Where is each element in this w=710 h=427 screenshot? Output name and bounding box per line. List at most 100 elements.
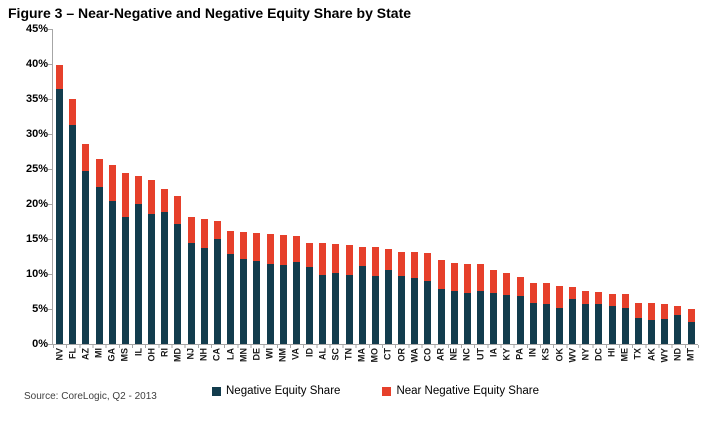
negative-swatch-icon [212, 386, 221, 396]
near-negative-segment [148, 180, 156, 214]
near-negative-segment [516, 276, 524, 296]
negative-segment [648, 320, 656, 344]
negative-segment [490, 292, 498, 344]
bar-column-ca: CA [211, 29, 224, 361]
negative-segment [634, 318, 642, 344]
y-tick-label: 0% [32, 338, 48, 350]
bar-column-mn: MN [237, 29, 250, 362]
bar-column-wa: WA [408, 29, 421, 363]
near-negative-segment [424, 253, 432, 281]
negative-segment [424, 281, 432, 344]
bar-column-ny: NY [579, 29, 592, 361]
source-note: Source: CoreLogic, Q2 - 2013 [24, 391, 157, 402]
near-negative-segment [437, 260, 445, 289]
x-tick-label: AZ [80, 348, 91, 360]
bar-column-ga: GA [106, 29, 119, 362]
near-negative-segment [621, 294, 629, 309]
near-negative-segment [306, 242, 314, 267]
y-tick-label: 5% [32, 303, 48, 315]
near-negative-segment [292, 236, 300, 263]
y-tick-label: 30% [25, 128, 48, 140]
y-axis-ticks [48, 29, 52, 346]
negative-segment [411, 277, 419, 344]
negative-segment [437, 288, 445, 344]
negative-segment [306, 267, 314, 344]
bar-column-tn: TN [342, 29, 355, 360]
bar-column-ct: CT [382, 29, 395, 360]
x-tick-label: NH [198, 348, 209, 361]
bar-column-nd: ND [671, 29, 684, 361]
x-tick-label: NV [54, 348, 65, 361]
bar-column-nh: NH [198, 29, 211, 361]
negative-segment [608, 305, 616, 344]
bar-column-wi: WI [264, 29, 277, 359]
near-negative-segment [569, 286, 577, 300]
legend: Negative Equity Share Near Negative Equi… [53, 385, 698, 397]
x-tick-label: ME [619, 348, 630, 362]
x-tick-label: CO [422, 348, 433, 362]
x-tick-label: TX [632, 348, 643, 360]
near-negative-segment [240, 232, 248, 260]
x-tick-label: WV [567, 348, 578, 363]
x-tick-label: MT [685, 348, 696, 361]
near-negative-segment [319, 243, 327, 275]
x-tick-label: ND [672, 348, 683, 361]
legend-item-negative: Negative Equity Share [212, 385, 340, 397]
bar-column-ne: NE [448, 29, 461, 361]
y-tick-label: 45% [25, 23, 48, 35]
near-negative-segment [687, 309, 695, 322]
near-negative-segment [187, 217, 195, 244]
bar-column-ms: MS [119, 29, 132, 362]
near-negative-segment [582, 290, 590, 305]
x-tick-label: MS [119, 348, 130, 362]
near-negative-segment [503, 272, 511, 295]
negative-segment [174, 224, 182, 344]
x-tick-label: TN [343, 348, 354, 360]
near-negative-segment [371, 247, 379, 277]
negative-segment [213, 239, 221, 344]
negative-segment [569, 299, 577, 344]
bar-column-ok: OK [553, 29, 566, 362]
bar-column-wy: WY [658, 29, 671, 363]
near-negative-segment [253, 232, 261, 262]
bar-column-il: IL [132, 29, 145, 356]
bar-column-az: AZ [79, 29, 92, 360]
near-negative-segment [121, 173, 129, 217]
bar-column-ak: AK [645, 29, 658, 361]
x-tick-label: MN [238, 348, 249, 362]
x-axis-line [52, 344, 698, 345]
x-tick-label: NY [580, 348, 591, 361]
x-tick-label: DE [251, 348, 262, 361]
negative-segment [121, 216, 129, 344]
near-negative-segment [200, 218, 208, 249]
negative-segment [56, 89, 64, 344]
near-negative-segment [450, 262, 458, 291]
near-negative-segment [266, 234, 274, 264]
bar-column-or: OR [395, 29, 408, 362]
negative-segment [200, 248, 208, 344]
negative-segment [187, 243, 195, 344]
near-negative-segment [411, 252, 419, 278]
x-tick-label: KS [540, 348, 551, 361]
near-negative-segment [529, 283, 537, 304]
legend-label-negative: Negative Equity Share [226, 385, 341, 397]
bar-column-oh: OH [145, 29, 158, 362]
negative-segment [674, 315, 682, 344]
bar-column-in: IN [527, 29, 540, 357]
negative-segment [227, 253, 235, 344]
near-negative-segment [608, 293, 616, 306]
negative-segment [345, 274, 353, 344]
x-tick-label: IA [488, 348, 499, 357]
negative-segment [542, 304, 550, 344]
x-tick-label: DC [593, 348, 604, 361]
negative-segment [477, 290, 485, 344]
bar-column-ks: KS [540, 29, 553, 361]
bar-column-la: LA [224, 29, 237, 360]
x-tick-label: LA [225, 348, 236, 360]
negative-segment [82, 171, 90, 344]
near-negative-swatch-icon [382, 386, 392, 396]
x-tick-label: NE [448, 348, 459, 361]
negative-segment [95, 187, 103, 344]
near-negative-segment [674, 306, 682, 316]
bar-column-me: ME [619, 29, 632, 362]
